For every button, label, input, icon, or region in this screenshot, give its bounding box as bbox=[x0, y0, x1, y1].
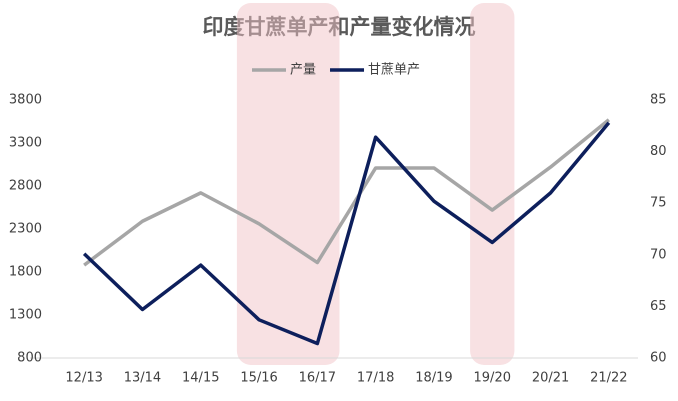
y-tick-label: 3300 bbox=[9, 136, 42, 151]
series-line bbox=[83, 118, 610, 267]
y-tick-label: 1300 bbox=[9, 308, 42, 323]
y2-tick-label: 75 bbox=[650, 196, 667, 211]
y-tick-label: 2800 bbox=[9, 179, 42, 194]
y-tick-label: 3800 bbox=[9, 93, 42, 108]
y2-tick-label: 65 bbox=[650, 299, 667, 314]
y2-tick-label: 60 bbox=[650, 351, 667, 366]
x-tick-label: 12/13 bbox=[65, 371, 102, 386]
y2-tick-label: 85 bbox=[650, 93, 667, 108]
y-tick-label: 1800 bbox=[9, 265, 42, 280]
x-tick-label: 20/21 bbox=[532, 371, 569, 386]
x-tick-label: 19/20 bbox=[474, 371, 511, 386]
series-line bbox=[82, 121, 611, 346]
legend-label: 产量 bbox=[290, 63, 316, 78]
x-tick-label: 16/17 bbox=[299, 371, 336, 386]
legend-label: 甘蔗单产 bbox=[368, 63, 420, 78]
y-tick-label: 2300 bbox=[9, 222, 42, 237]
highlight-band bbox=[470, 3, 515, 365]
x-tick-label: 15/16 bbox=[240, 371, 277, 386]
x-tick-label: 13/14 bbox=[124, 371, 161, 386]
x-tick-label: 18/19 bbox=[415, 371, 452, 386]
y2-tick-label: 70 bbox=[650, 247, 667, 262]
x-tick-label: 14/15 bbox=[182, 371, 219, 386]
highlight-band bbox=[236, 3, 340, 365]
y-tick-label: 800 bbox=[17, 351, 42, 366]
x-tick-label: 21/22 bbox=[590, 371, 627, 386]
y2-tick-label: 80 bbox=[650, 144, 667, 159]
x-tick-label: 17/18 bbox=[357, 371, 394, 386]
